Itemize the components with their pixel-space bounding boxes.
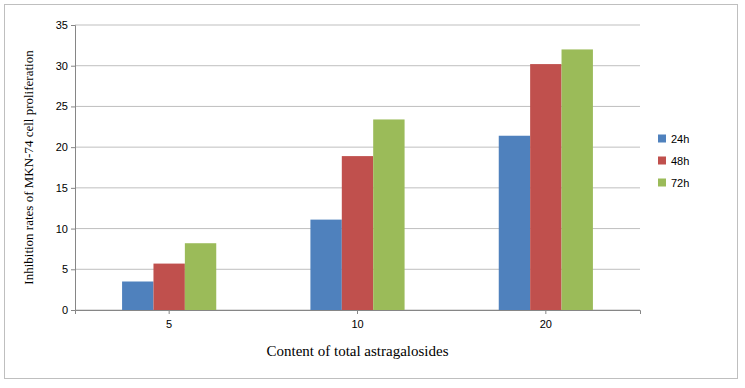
x-tick: 10	[351, 310, 363, 330]
bar-series	[122, 136, 530, 310]
legend-swatch	[658, 135, 666, 143]
x-tick: 20	[540, 310, 552, 330]
grid	[75, 25, 640, 310]
bar	[499, 136, 530, 310]
y-tick-label: 15	[56, 182, 68, 194]
x-axis-title: Content of total astragalosides	[266, 343, 448, 359]
y-tick-mark	[71, 106, 75, 107]
x-tick-mark	[357, 310, 358, 314]
chart-border	[5, 5, 738, 379]
x-tick-label: 5	[166, 318, 172, 330]
legend-swatch	[658, 157, 666, 165]
bar	[373, 119, 404, 310]
bar	[310, 220, 341, 310]
legend-item: 24h	[658, 133, 689, 145]
bars	[122, 49, 593, 310]
legend-label: 72h	[671, 177, 689, 189]
x-tick-mark	[545, 310, 546, 314]
x-tick-mark	[169, 310, 170, 314]
y-tick: 0	[62, 304, 75, 316]
bar-series	[153, 64, 561, 310]
y-tick-label: 5	[62, 263, 68, 275]
y-axis: 0 5 10 15 20 25 30 35	[56, 19, 76, 316]
x-tick-label: 10	[351, 318, 363, 330]
bar	[153, 264, 184, 310]
y-axis-title: Inhibition rates of MKN-74 cell prolifer…	[21, 50, 36, 285]
legend-label: 24h	[671, 133, 689, 145]
bar	[530, 64, 561, 310]
y-tick-mark	[71, 229, 75, 230]
bar	[562, 49, 593, 310]
bar	[122, 282, 153, 311]
y-tick-label: 25	[56, 100, 68, 112]
y-tick: 25	[56, 100, 75, 112]
x-axis-line	[76, 311, 641, 315]
bar	[342, 156, 373, 310]
y-tick: 15	[56, 182, 75, 194]
y-tick-mark	[71, 269, 75, 270]
y-tick-mark	[71, 188, 75, 189]
y-tick-mark	[71, 147, 75, 148]
grid-line	[75, 25, 640, 26]
y-tick-label: 35	[56, 19, 68, 31]
y-tick-label: 20	[56, 141, 68, 153]
y-tick-label: 0	[62, 304, 68, 316]
y-tick: 5	[62, 263, 75, 275]
y-tick-mark	[71, 66, 75, 67]
legend-label: 48h	[671, 155, 689, 167]
chart: 0 5 10 15 20 25 30 35 5 10 20 Content of total astr…	[0, 0, 745, 388]
y-tick: 35	[56, 19, 75, 31]
y-tick: 20	[56, 141, 75, 153]
bar	[185, 243, 216, 310]
legend-swatch	[658, 179, 666, 187]
y-tick-mark	[71, 25, 75, 26]
legend: 24h 48h 72h	[658, 133, 689, 189]
y-axis-line	[71, 26, 76, 311]
x-tick-label: 20	[540, 318, 552, 330]
x-axis: 5 10 20	[76, 310, 641, 330]
y-tick: 30	[56, 60, 75, 72]
y-tick-label: 30	[56, 60, 68, 72]
y-tick-label: 10	[56, 223, 68, 235]
y-tick: 10	[56, 223, 75, 235]
legend-item: 48h	[658, 155, 689, 167]
x-tick: 5	[166, 310, 172, 330]
y-tick-mark	[71, 310, 75, 311]
bar-series	[185, 49, 593, 310]
plot: 0 5 10 15 20 25 30 35 5 10 20	[56, 19, 641, 330]
legend-item: 72h	[658, 177, 689, 189]
